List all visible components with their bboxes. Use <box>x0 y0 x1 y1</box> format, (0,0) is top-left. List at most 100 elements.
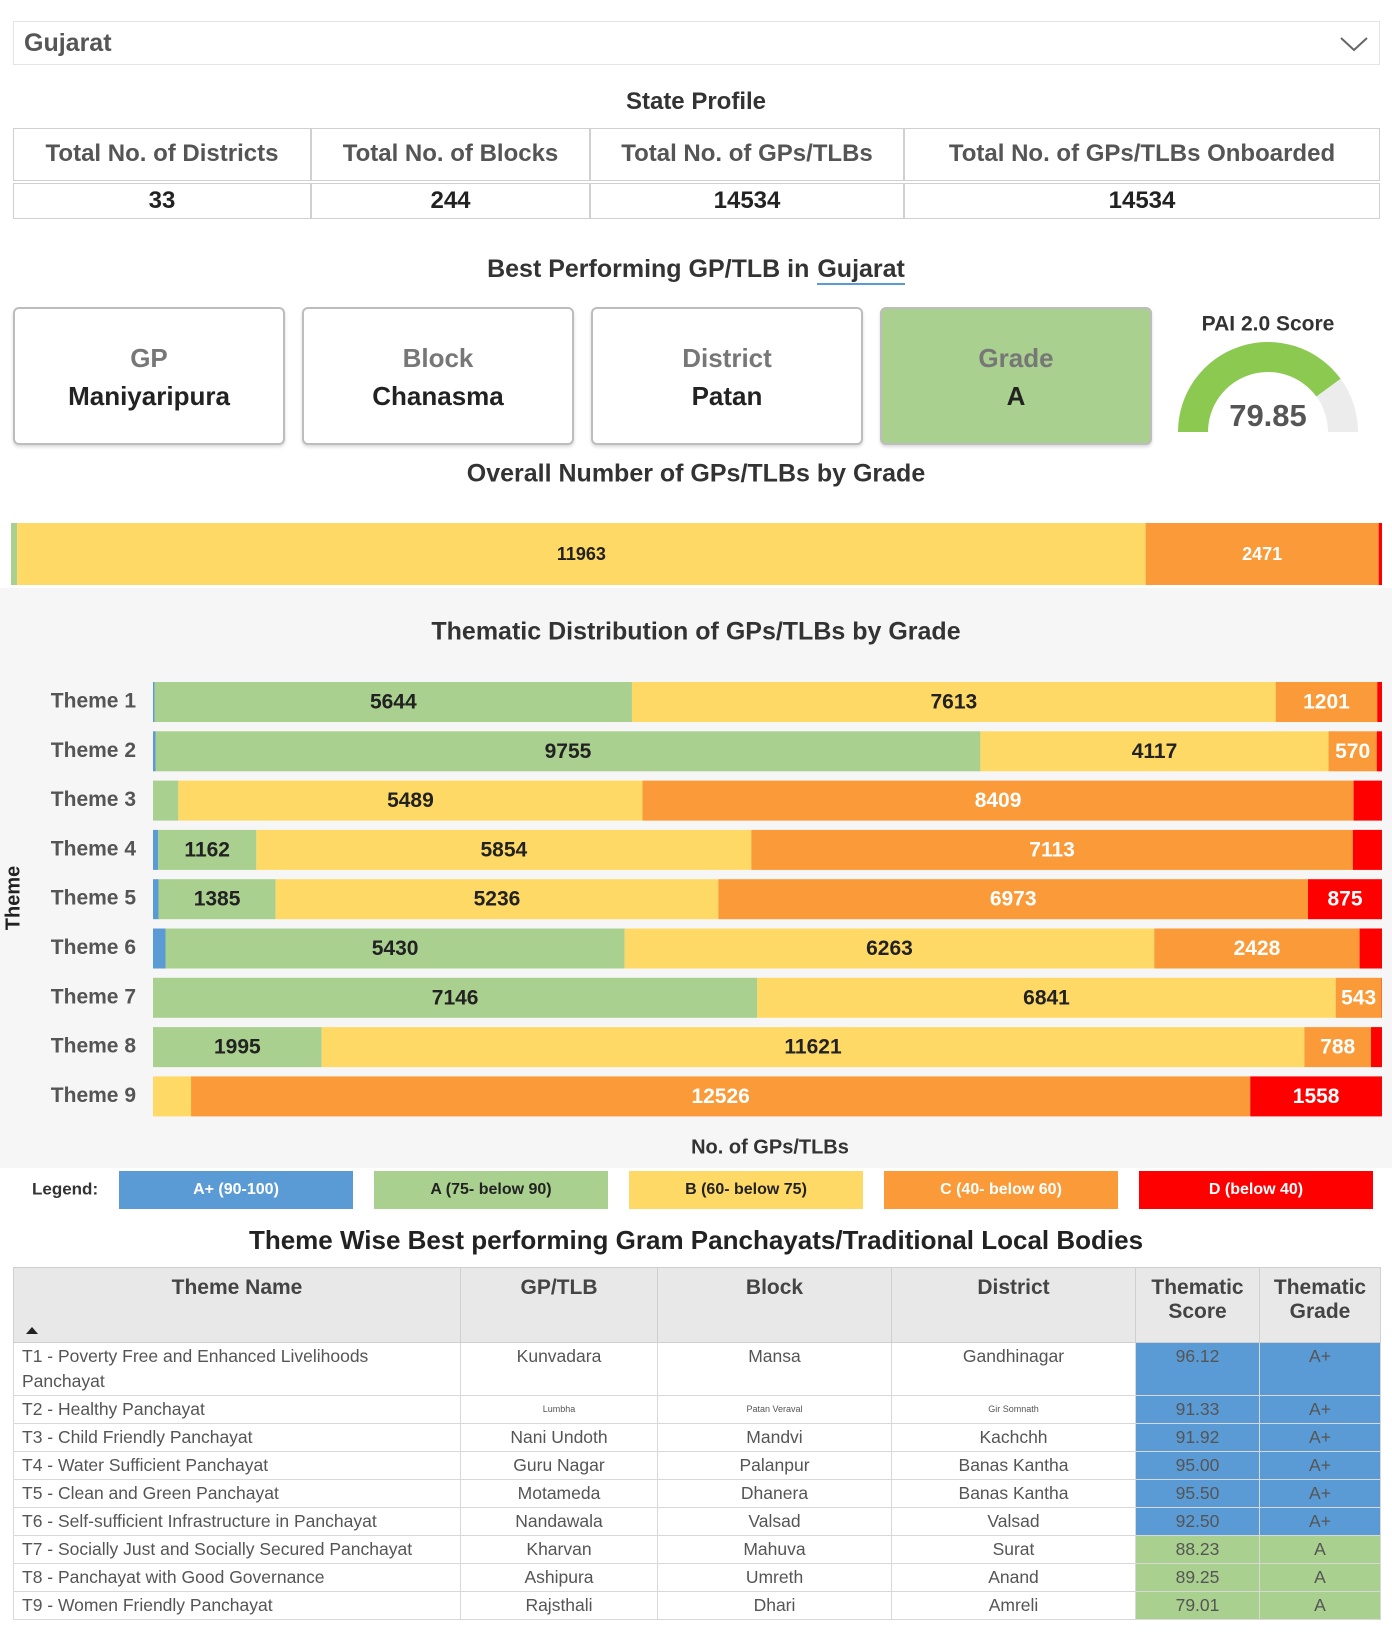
profile-value: 33 <box>13 183 311 219</box>
bar-segment <box>1376 731 1382 772</box>
bar-label: 5489 <box>387 789 434 812</box>
table-cell: Valsad <box>657 1507 892 1536</box>
table-cell: 91.33 <box>1135 1395 1260 1424</box>
table-cell: Lumbha <box>460 1395 658 1424</box>
y-tick-label: Theme 9 <box>51 1084 136 1107</box>
y-tick-label: Theme 7 <box>51 985 136 1008</box>
table-cell: Mandvi <box>657 1423 892 1452</box>
table-cell: 91.92 <box>1135 1423 1260 1452</box>
bar-segment <box>153 829 159 870</box>
table-cell: Motameda <box>460 1479 658 1508</box>
bar-segment <box>256 829 752 870</box>
table-cell: Kachchh <box>891 1423 1136 1452</box>
legend-label: D (below 40) <box>1209 1181 1303 1198</box>
table-cell: T4 - Water Sufficient Panchayat <box>13 1451 461 1480</box>
state-dropdown[interactable]: Gujarat <box>13 21 1380 65</box>
bar-label: 1385 <box>194 888 241 911</box>
bar-segment <box>1378 523 1382 585</box>
table-cell: A+ <box>1259 1451 1381 1480</box>
table-cell: T5 - Clean and Green Panchayat <box>13 1479 461 1508</box>
bar-label: 875 <box>1327 888 1362 911</box>
table-title: Theme Wise Best performing Gram Panchaya… <box>249 1225 1143 1255</box>
profile-header: Total No. of Blocks <box>311 128 590 181</box>
table-row: T6 - Self-sufficient Infrastructure in P… <box>13 1507 1381 1536</box>
table-cell: Amreli <box>891 1591 1136 1620</box>
bar-label: 788 <box>1320 1036 1355 1059</box>
column-header: Thematic Grade <box>1259 1267 1381 1343</box>
bar-label: 11963 <box>557 544 606 564</box>
bar-segment <box>980 731 1329 772</box>
column-header: District <box>891 1267 1136 1343</box>
best-card: GP Maniyaripura <box>13 307 285 445</box>
y-tick-label: Theme 6 <box>51 936 136 959</box>
table-cell: Palanpur <box>657 1451 892 1480</box>
legend-label: A (75- below 90) <box>430 1181 551 1198</box>
bar-segment <box>642 780 1354 821</box>
bar-label: 570 <box>1335 740 1370 763</box>
bar-segment <box>1145 523 1379 585</box>
best-card: Grade A <box>880 307 1152 445</box>
table-cell: Mansa <box>657 1342 892 1396</box>
table-cell: Gir Somnath <box>891 1395 1136 1424</box>
bar-segment <box>1275 682 1378 722</box>
table-row: T9 - Women Friendly Panchayat Rajsthali Dh… <box>13 1591 1381 1620</box>
bar-label: 5854 <box>480 838 527 861</box>
table-cell: Banas Kantha <box>891 1451 1136 1480</box>
legend-swatch <box>374 1171 608 1209</box>
bar-segment <box>1353 780 1382 821</box>
y-axis-label: Theme <box>2 866 24 930</box>
column-header: Theme Name <box>13 1267 461 1343</box>
bar-segment <box>1304 1027 1372 1068</box>
header-row: Theme Name GP/TLB Block District Thematic Sc… <box>13 1267 1381 1343</box>
legend-label: B (60- below 75) <box>685 1181 807 1198</box>
bar-segment <box>11 523 18 585</box>
bar-segment <box>153 731 156 772</box>
bar-label: 5644 <box>370 691 417 714</box>
bar-segment <box>624 928 1155 969</box>
table-cell: 89.25 <box>1135 1563 1260 1592</box>
dropdown-chevron <box>1340 37 1368 52</box>
bar-label: 9755 <box>545 740 592 763</box>
bar-segment <box>153 879 159 920</box>
table-row: T2 - Healthy Panchayat Lumbha Patan Verava… <box>13 1395 1381 1424</box>
table-row: T4 - Water Sufficient Panchayat Guru Naga… <box>13 1451 1381 1480</box>
table-cell: A+ <box>1259 1342 1381 1396</box>
bar-segment <box>191 1076 1251 1117</box>
table-cell: Kharvan <box>460 1535 658 1564</box>
table-cell: A+ <box>1259 1395 1381 1424</box>
card-label: Block <box>402 343 474 373</box>
card-value: Patan <box>691 381 763 411</box>
bar-label: 4117 <box>1132 740 1178 763</box>
profile-value: 14534 <box>904 183 1380 219</box>
table-cell: T3 - Child Friendly Panchayat <box>13 1423 461 1452</box>
bar-label: 2428 <box>1234 937 1281 960</box>
table-cell: T9 - Women Friendly Panchayat <box>13 1591 461 1620</box>
table-row: T8 - Panchayat with Good Governance Aship… <box>13 1563 1381 1592</box>
table-row: T5 - Clean and Green Panchayat Motameda Dh… <box>13 1479 1381 1508</box>
sort-indicator <box>26 1327 38 1334</box>
table-cell: 96.12 <box>1135 1342 1260 1396</box>
bar-segment <box>153 928 166 969</box>
profile-value: 14534 <box>590 183 904 219</box>
table-cell: Dhari <box>657 1591 892 1620</box>
profile-header: Total No. of GPs/TLBs <box>590 128 904 181</box>
profile-value: 244 <box>311 183 590 219</box>
bar-label: 12526 <box>691 1085 749 1108</box>
chart-title: Thematic Distribution of GPs/TLBs by Gra… <box>431 618 960 646</box>
bar-segment <box>321 1027 1305 1068</box>
bar-segment <box>1335 977 1382 1018</box>
legend-swatch <box>1139 1171 1373 1209</box>
table-cell: Patan Veraval <box>657 1395 892 1424</box>
table-cell: Nani Undoth <box>460 1423 658 1452</box>
bar-segment <box>158 879 276 920</box>
dropdown-value: Gujarat <box>24 29 112 57</box>
table-row: T7 - Socially Just and Socially Secured … <box>13 1535 1381 1564</box>
table-cell: Umreth <box>657 1563 892 1592</box>
bar-segment <box>1377 682 1382 722</box>
table-cell: T2 - Healthy Panchayat <box>13 1395 461 1424</box>
table-cell: Mahuva <box>657 1535 892 1564</box>
bar-segment <box>275 879 719 920</box>
table-cell: Surat <box>891 1535 1136 1564</box>
bar-segment <box>751 829 1353 870</box>
